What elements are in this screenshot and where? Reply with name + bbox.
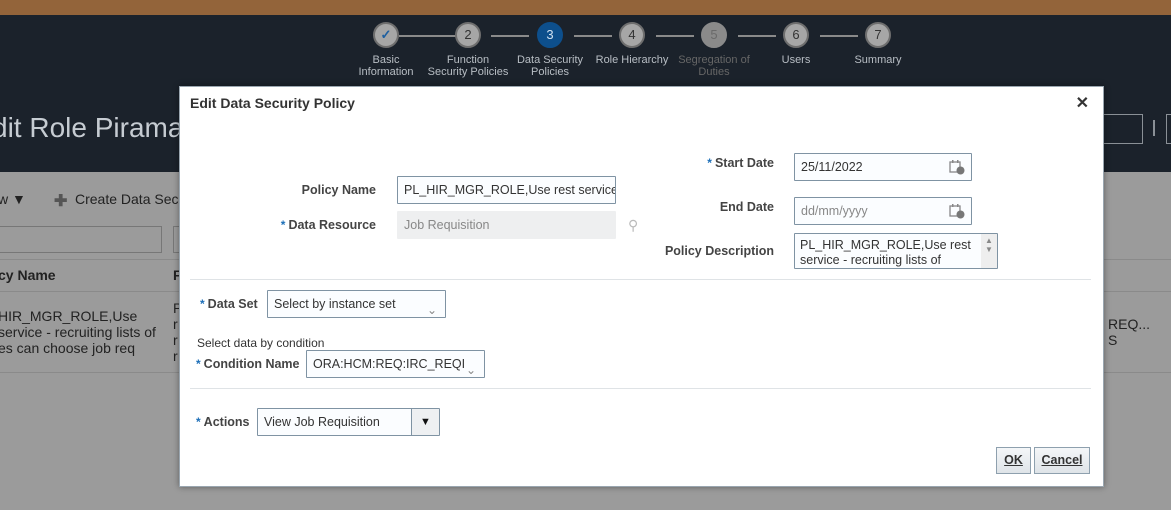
search-icon[interactable]: ⚲	[628, 217, 639, 233]
step-label: Users	[781, 54, 811, 66]
filter-input[interactable]	[0, 226, 162, 253]
actions-select[interactable]: View Job Requisition ▼	[257, 408, 440, 436]
process-train: ✓ Basic Information 2 Function Security Po…	[0, 22, 1171, 84]
data-set-select[interactable]: Select by instance set ⌄	[267, 290, 446, 318]
train-step-data-security[interactable]: 3 Data Security Policies	[509, 22, 591, 78]
train-step-function-security[interactable]: 2 Function Security Policies	[427, 22, 509, 78]
policy-name-label: Policy Name	[301, 183, 376, 197]
cancel-button[interactable]: Cancel	[1034, 447, 1090, 474]
header-field[interactable]	[1100, 114, 1143, 144]
step-number: 5	[701, 22, 727, 48]
dropdown-arrow-icon[interactable]: ▼	[411, 409, 439, 435]
column-header-policy-name[interactable]: cy Name	[0, 267, 56, 283]
table-cell-policy-name: HIR_MGR_ROLE,Use service - recruiting lis…	[0, 308, 156, 356]
header-field[interactable]	[1166, 114, 1171, 144]
train-connector	[491, 35, 529, 37]
plus-icon: ✚	[54, 193, 68, 210]
data-set-label: * Data Set	[200, 297, 258, 311]
close-icon[interactable]: ✕	[1075, 95, 1089, 112]
view-menu[interactable]: w ▼	[0, 191, 26, 207]
train-step-users[interactable]: 6 Users	[755, 22, 837, 66]
edit-data-security-policy-dialog: Edit Data Security Policy ✕ Policy Name …	[179, 86, 1104, 487]
data-resource-input: Job Requisition	[397, 211, 616, 239]
textarea-scrollbar[interactable]: ▲ ▼	[981, 234, 997, 268]
train-step-summary[interactable]: 7 Summary	[837, 22, 919, 66]
step-number: 2	[455, 22, 481, 48]
divider	[190, 279, 1091, 280]
step-number: 3	[537, 22, 563, 48]
end-date-label: End Date	[719, 200, 774, 214]
step-label: Segregation of Duties	[678, 54, 750, 78]
step-label: Basic Information	[358, 54, 414, 78]
data-resource-label: * Data Resource	[280, 218, 376, 232]
calendar-icon[interactable]	[949, 159, 965, 175]
train-connector	[399, 35, 456, 37]
chevron-down-icon: ⌄	[465, 363, 476, 377]
train-connector	[574, 35, 612, 37]
train-connector	[738, 35, 776, 37]
end-date-input[interactable]: dd/mm/yyyy	[794, 197, 972, 225]
step-label: Function Security Policies	[427, 54, 509, 78]
start-date-label: * Start Date	[707, 156, 774, 170]
divider	[190, 388, 1091, 389]
actions-label: * Actions	[196, 415, 250, 429]
step-number: 4	[619, 22, 645, 48]
step-label: Role Hierarchy	[595, 54, 669, 66]
condition-name-select[interactable]: ORA:HCM:REQ:IRC_REQI ⌄	[306, 350, 485, 378]
start-date-input[interactable]: 25/11/2022	[794, 153, 972, 181]
step-label: Summary	[854, 54, 902, 66]
top-bar	[0, 0, 1171, 15]
create-data-security-button[interactable]: Create Data Secu	[75, 191, 187, 207]
train-step-role-hierarchy[interactable]: 4 Role Hierarchy	[591, 22, 673, 66]
train-step-segregation: 5 Segregation of Duties	[673, 22, 755, 78]
step-number: 7	[865, 22, 891, 48]
step-label: Data Security Policies	[516, 54, 584, 78]
check-icon: ✓	[373, 22, 399, 48]
policy-description-label: Policy Description	[664, 244, 774, 258]
chevron-down-icon: ⌄	[426, 303, 437, 317]
policy-name-input[interactable]: PL_HIR_MGR_ROLE,Use rest service	[397, 176, 616, 204]
calendar-icon[interactable]	[949, 203, 965, 219]
train-connector	[656, 35, 694, 37]
page-title: dit Role Pirama	[0, 112, 184, 143]
dialog-title: Edit Data Security Policy	[190, 95, 355, 111]
policy-description-textarea[interactable]: PL_HIR_MGR_ROLE,Use rest service - recru…	[794, 233, 998, 269]
table-cell: REQ... S	[1108, 316, 1151, 348]
train-connector	[820, 35, 858, 37]
ok-button[interactable]: OK	[996, 447, 1031, 474]
train-step-basic-information[interactable]: ✓ Basic Information	[345, 22, 427, 78]
column-header[interactable]: F	[173, 267, 182, 283]
step-number: 6	[783, 22, 809, 48]
condition-name-label: * Condition Name	[196, 357, 300, 371]
select-by-condition-label: Select data by condition	[197, 336, 325, 350]
